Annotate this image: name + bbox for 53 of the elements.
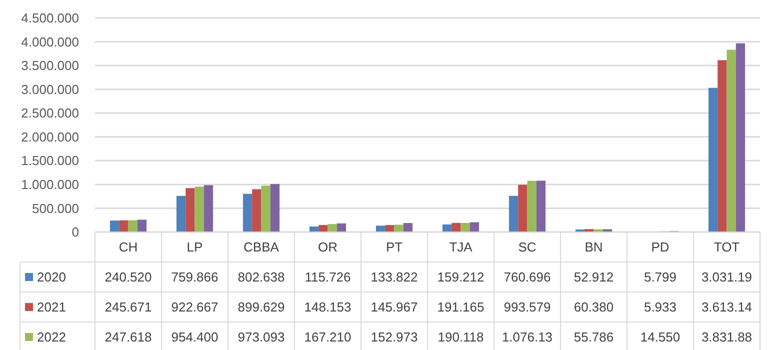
x-tick-label: PD: [651, 240, 670, 255]
data-label: 152.973: [370, 330, 418, 345]
data-label: 760.696: [504, 270, 551, 285]
data-label: 3.031.19: [701, 270, 752, 285]
data-label: 55.786: [574, 330, 614, 345]
y-tick-label: 4.000.000: [21, 34, 79, 50]
y-tick-label: 4.500.000: [21, 10, 79, 26]
data-label: 191.165: [437, 300, 484, 315]
data-label: 115.726: [304, 270, 351, 285]
y-tick-label: 1.500.000: [21, 153, 79, 168]
data-label: 954.400: [171, 330, 218, 345]
data-label: 148.153: [304, 300, 352, 315]
x-tick-label: LP: [186, 240, 203, 255]
data-label: 5.933: [644, 300, 677, 315]
y-tick-label: 2.500.000: [21, 106, 79, 121]
data-label: 802.638: [238, 270, 285, 285]
data-label: 145.967: [370, 300, 418, 315]
x-tick-label: CH: [118, 240, 138, 255]
data-label: 167.210: [304, 330, 352, 345]
x-tick-label: TJA: [449, 240, 473, 255]
data-label: 240.520: [104, 270, 152, 285]
y-tick-label: 3.000.000: [21, 82, 79, 97]
data-label: 3.613.14: [701, 300, 752, 315]
data-label: 922.667: [171, 300, 218, 315]
y-tick-label: 0: [72, 224, 79, 240]
legend-label: 2022: [37, 330, 66, 345]
data-label: 3.831.88: [701, 330, 752, 345]
y-tick-label: 1.000.000: [21, 176, 79, 192]
y-tick-label: 500.000: [32, 200, 79, 216]
data-label: 759.866: [171, 270, 218, 285]
data-label: 5.799: [644, 270, 677, 285]
x-tick-label: SC: [518, 240, 536, 255]
data-label: 899.629: [238, 300, 285, 315]
data-label: 973.093: [238, 330, 285, 345]
x-tick-label: OR: [318, 240, 338, 255]
data-label: 60.380: [574, 300, 614, 315]
data-label: 159.212: [437, 270, 484, 285]
data-label: 245.671: [104, 300, 152, 315]
data-label: 190.118: [438, 330, 484, 345]
data-label: 133.822: [370, 270, 418, 285]
data-label: 1.076.13: [502, 330, 553, 345]
legend-label: 2020: [37, 270, 66, 285]
data-label: 993.579: [504, 300, 551, 315]
y-tick-label: 2.000.000: [21, 129, 79, 144]
legend-label: 2021: [37, 300, 66, 315]
x-tick-label: PT: [386, 240, 403, 255]
y-tick-label: 3.500.000: [21, 58, 79, 74]
x-tick-label: TOT: [714, 240, 740, 255]
x-tick-label: CBBA: [244, 240, 280, 255]
data-label: 247.618: [104, 330, 152, 345]
data-label: 14.550: [640, 330, 680, 345]
data-label: 52.912: [574, 270, 614, 285]
x-tick-label: BN: [584, 240, 603, 255]
